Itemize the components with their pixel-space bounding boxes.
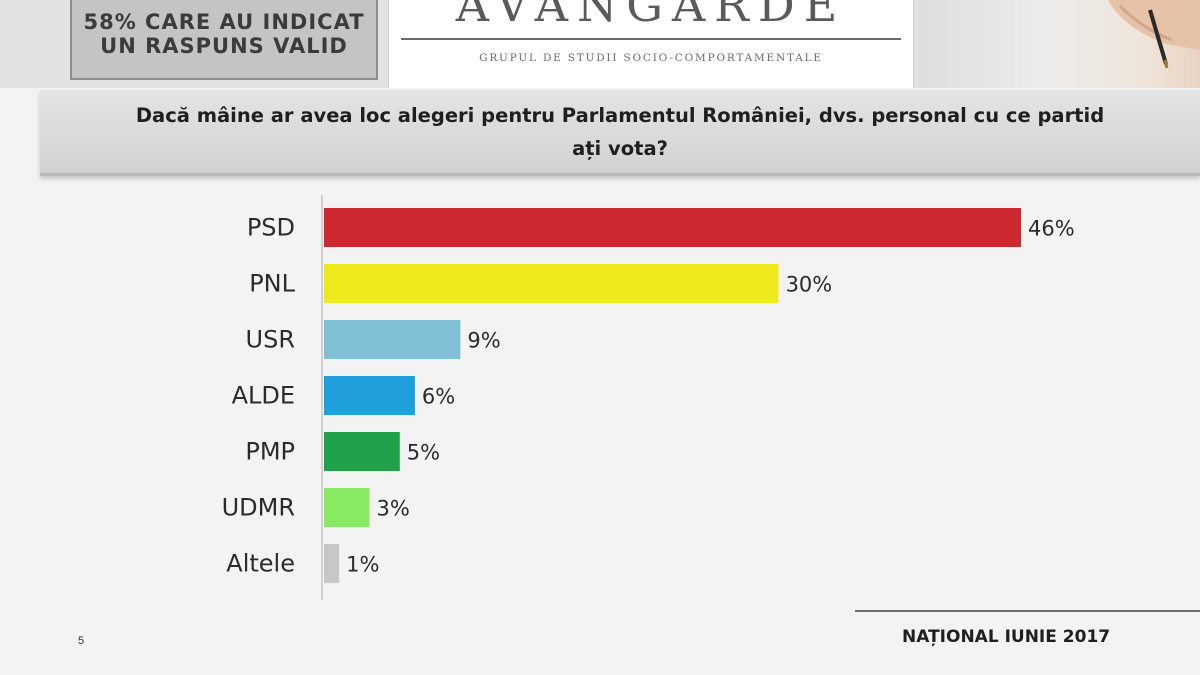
header-photo — [918, 0, 1200, 88]
sample-note-line-1 — [72, 0, 376, 10]
bar-pmp — [324, 432, 400, 471]
page-number: 5 — [78, 635, 85, 647]
bar-usr — [324, 320, 461, 359]
question-text: Dacă mâine ar avea loc alegeri pentru Pa… — [135, 103, 1105, 160]
category-label: Altele — [226, 550, 295, 578]
bar-udmr — [324, 488, 370, 527]
logo-subtitle: GRUPUL DE STUDII SOCIO-COMPORTAMENTALE — [479, 52, 823, 64]
bar-pnl — [324, 264, 779, 303]
bar-altele — [324, 544, 340, 583]
bar-psd — [324, 208, 1021, 247]
category-label: ALDE — [232, 382, 295, 410]
bar-chart: PSD 46% PNL 30% USR 9% ALDE 6% PMP 5% UDMR 3% Altele… — [222, 195, 1075, 600]
logo-wordmark: AVANGARDE — [455, 0, 847, 32]
category-label: PNL — [249, 270, 295, 298]
sample-note-box: 58% CARE AU INDICAT UN RASPUNS VALID — [70, 0, 378, 80]
value-label: 30% — [786, 273, 833, 297]
value-label: 46% — [1028, 217, 1075, 241]
value-label: 5% — [407, 441, 440, 465]
category-label: UDMR — [222, 494, 295, 522]
logo-rule — [401, 38, 901, 40]
value-label: 3% — [376, 497, 409, 521]
value-label: 6% — [422, 385, 455, 409]
logo-box: AVANGARDE GRUPUL DE STUDII SOCIO-COMPORT… — [388, 0, 914, 88]
sample-note-line-2: 58% CARE AU INDICAT — [83, 10, 365, 34]
footer-rule — [855, 610, 1200, 612]
survey-period-label: NAȚIONAL IUNIE 2017 — [902, 627, 1111, 647]
bar-alde — [324, 376, 415, 415]
category-label: PSD — [247, 214, 295, 242]
value-label: 9% — [467, 329, 500, 353]
category-label: PMP — [245, 438, 295, 466]
hand-writing-icon — [1108, 0, 1200, 69]
question-banner: Dacă mâine ar avea loc alegeri pentru Pa… — [40, 90, 1200, 176]
sample-note-line-3: UN RASPUNS VALID — [100, 34, 348, 58]
value-label: 1% — [346, 553, 379, 577]
category-label: USR — [246, 326, 295, 354]
